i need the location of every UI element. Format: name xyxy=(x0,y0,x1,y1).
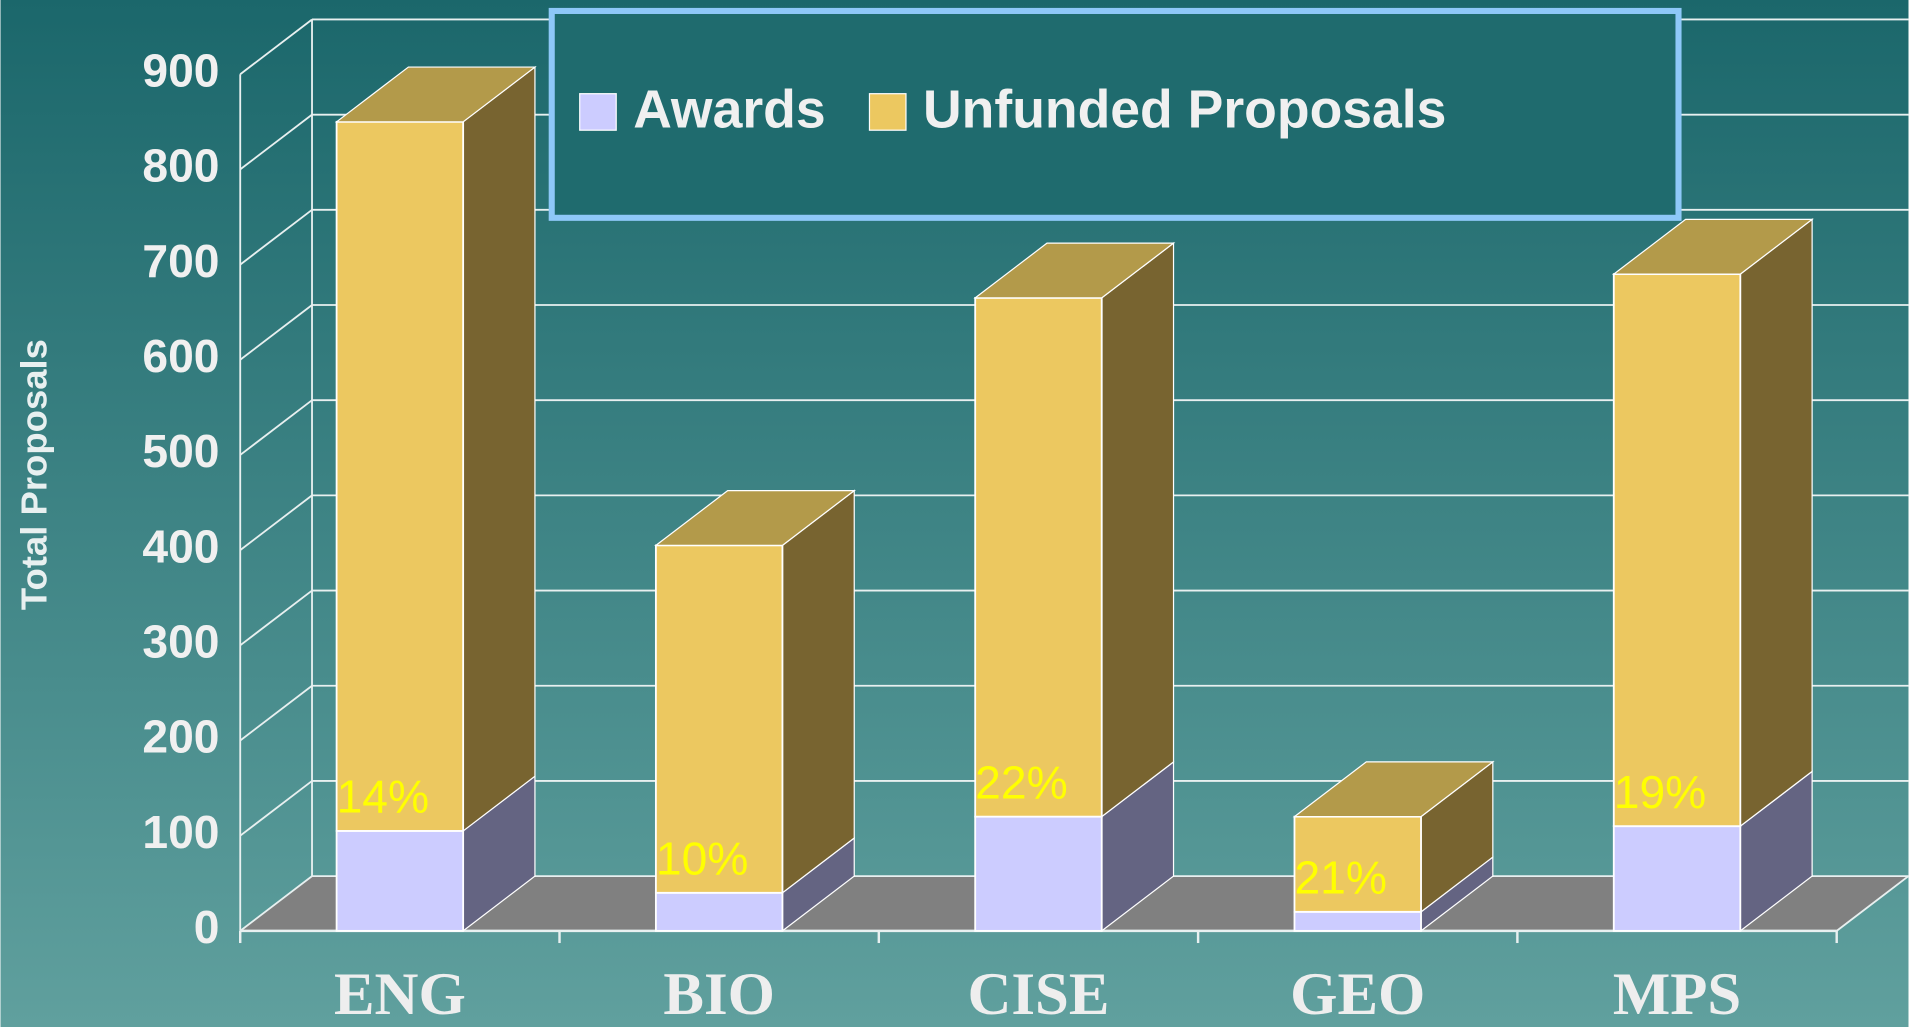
percent-label: 19% xyxy=(1614,766,1707,818)
y-tick-label: 800 xyxy=(142,140,219,192)
y-tick-label: 400 xyxy=(142,520,219,572)
bar-top xyxy=(1292,761,1495,818)
grid-diagonal xyxy=(239,685,313,742)
x-tick-label: BIO xyxy=(663,961,775,1027)
grid-diagonal xyxy=(239,875,313,932)
legend-label: Unfunded Proposals xyxy=(923,80,1446,139)
legend-label: Awards xyxy=(633,80,825,139)
legend-box xyxy=(548,7,1682,221)
legend-swatch xyxy=(579,93,617,131)
grid-diagonal xyxy=(239,304,313,361)
percent-label: 21% xyxy=(1294,852,1387,904)
y-tick-label: 300 xyxy=(142,616,219,668)
y-axis-label: Total Proposals xyxy=(14,339,55,610)
bar xyxy=(1293,910,1422,932)
bar-side xyxy=(462,65,536,833)
grid-diagonal xyxy=(239,209,313,266)
bar-top xyxy=(973,242,1176,299)
percent-label: 10% xyxy=(656,833,749,885)
bar xyxy=(974,296,1103,818)
bar-side xyxy=(1101,241,1175,818)
y-tick-label: 900 xyxy=(142,44,219,96)
grid-diagonal xyxy=(239,399,313,456)
floor-edge xyxy=(1836,875,1909,932)
grid-diagonal xyxy=(239,780,313,837)
y-tick-label: 600 xyxy=(142,330,219,382)
y-tick-label: 200 xyxy=(142,711,219,763)
x-tick-label: CISE xyxy=(967,961,1109,1027)
bar xyxy=(974,815,1103,932)
bar xyxy=(654,544,784,894)
y-tick-label: 700 xyxy=(142,235,219,287)
bar xyxy=(654,891,784,932)
bar-side xyxy=(1739,218,1813,828)
grid-diagonal xyxy=(239,18,313,75)
percent-label: 14% xyxy=(337,771,430,823)
bar xyxy=(1293,815,1422,913)
y-tick-label: 0 xyxy=(194,901,220,953)
bar xyxy=(1612,825,1742,932)
y-tick-label: 500 xyxy=(142,425,219,477)
x-tick-label: MPS xyxy=(1613,961,1741,1027)
bar-top xyxy=(334,66,537,123)
x-tick-label: GEO xyxy=(1290,961,1425,1027)
bar xyxy=(335,830,465,932)
bar-top xyxy=(654,490,857,546)
grid-diagonal xyxy=(239,589,313,647)
percent-label: 22% xyxy=(975,756,1068,808)
legend-swatch xyxy=(868,93,907,131)
bar-top xyxy=(1611,218,1814,275)
x-tick-label: ENG xyxy=(334,961,466,1027)
bar-side xyxy=(781,489,855,895)
bar xyxy=(1612,273,1742,828)
grid-diagonal xyxy=(239,113,313,171)
bar xyxy=(335,120,465,832)
y-tick-label: 100 xyxy=(142,806,219,858)
grid-diagonal xyxy=(239,494,313,551)
